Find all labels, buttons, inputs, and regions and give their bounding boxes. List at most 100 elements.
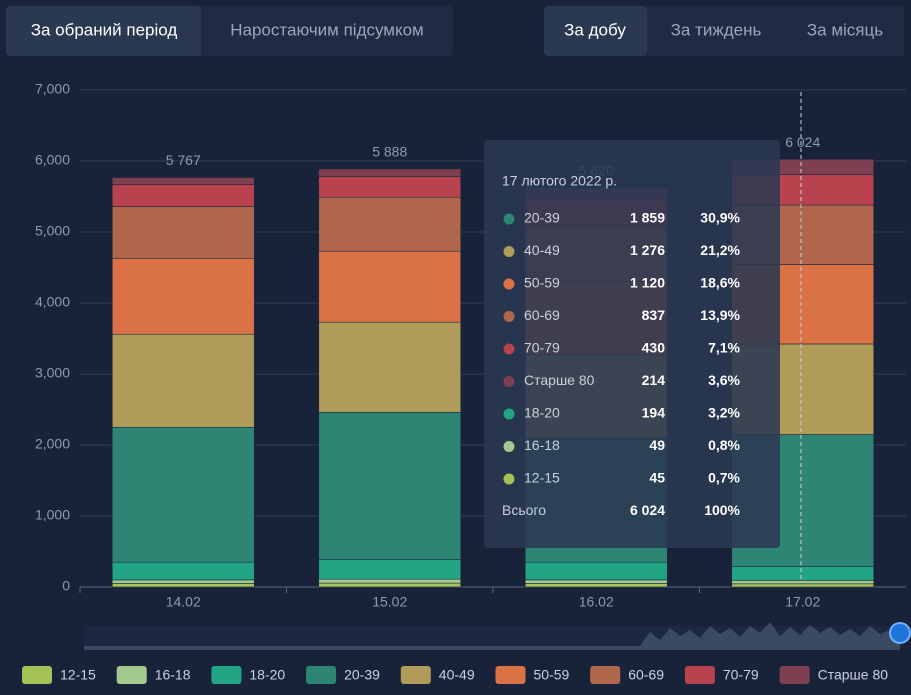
tooltip: 17 лютого 2022 р. 20-39 1 859 30,9% 40-49 1 2…	[484, 140, 780, 548]
y-tick-label: 0	[62, 578, 70, 594]
bar-segment	[318, 412, 462, 560]
tooltip-name: 16-18	[524, 437, 560, 453]
legend-swatch	[306, 666, 337, 684]
tooltip-value: 49	[649, 437, 665, 453]
tooltip-dot	[503, 278, 515, 290]
tooltip-name: 40-49	[524, 242, 560, 258]
legend-label: 70-79	[723, 667, 759, 683]
bar-segment	[318, 582, 462, 588]
bar-segment	[111, 333, 255, 428]
bar-segment	[111, 583, 255, 588]
bar-segment	[524, 583, 668, 588]
tooltip-name: 20-39	[524, 210, 560, 226]
tooltip-value: 1 120	[630, 275, 665, 291]
tab-active	[544, 6, 647, 56]
tooltip-share: 13,9%	[700, 307, 740, 323]
tooltip-name: 12-15	[524, 470, 560, 486]
tooltip-value: 194	[642, 405, 666, 421]
tooltip-value: 45	[649, 470, 665, 486]
tab-active	[6, 6, 201, 56]
legend-swatch	[116, 666, 147, 684]
legend-label: 18-20	[249, 667, 285, 683]
bar-segment	[731, 566, 875, 581]
bar-segment	[111, 177, 255, 185]
tab[interactable]: Наростаючим підсумком	[230, 20, 424, 39]
tooltip-dot	[503, 473, 515, 485]
bar-segment	[111, 426, 255, 563]
total-label: 5 767	[166, 152, 201, 168]
tooltip-dot	[503, 408, 515, 420]
tooltip-title: 17 лютого 2022 р.	[502, 173, 617, 189]
tab[interactable]: За тиждень	[671, 20, 762, 39]
legend-swatch	[590, 666, 621, 684]
bar-segment	[524, 579, 668, 584]
x-tick-label: 16.02	[579, 594, 614, 610]
tooltip-dot	[503, 213, 515, 225]
tooltip-total-name: Всього	[502, 502, 546, 518]
legend-label: 12-15	[60, 667, 96, 683]
bar-segment	[524, 561, 668, 581]
tooltip-share: 21,2%	[700, 242, 740, 258]
y-tick-label: 1,000	[35, 507, 70, 523]
bar-segment	[731, 580, 875, 585]
tooltip-name: 50-59	[524, 275, 560, 291]
bar-segment	[111, 579, 255, 584]
bar-segment	[318, 559, 462, 580]
tooltip-value: 1 276	[630, 242, 665, 258]
x-tick-label: 15.02	[372, 594, 407, 610]
tab[interactable]: За добу	[564, 20, 626, 39]
tooltip-share: 0,7%	[708, 470, 740, 486]
legend-label: 50-59	[534, 667, 570, 683]
bar-segment	[318, 176, 462, 198]
legend-swatch	[684, 666, 715, 684]
bar-segment	[111, 561, 255, 581]
tooltip-name: 60-69	[524, 307, 560, 323]
bar-segment	[731, 583, 875, 588]
bar-segment	[318, 250, 462, 323]
legend-swatch	[779, 666, 810, 684]
y-tick-label: 3,000	[35, 365, 70, 381]
bar-segment	[318, 321, 462, 413]
tab[interactable]: За обраний період	[31, 20, 178, 39]
tooltip-share: 3,2%	[708, 405, 740, 421]
tooltip-value: 430	[642, 340, 666, 356]
tooltip-value: 837	[642, 307, 666, 323]
tooltip-dot	[503, 311, 515, 322]
legend-swatch	[495, 666, 526, 684]
tooltip-total-value: 6 024	[630, 502, 665, 518]
tooltip-value: 214	[642, 372, 666, 388]
y-tick-label: 4,000	[35, 294, 70, 310]
tooltip-share: 3,6%	[708, 372, 740, 388]
tooltip-name: 70-79	[524, 340, 560, 356]
legend-label: 16-18	[155, 667, 191, 683]
navigator-handle[interactable]	[889, 622, 911, 644]
tooltip-dot	[503, 441, 515, 452]
tab[interactable]: За місяць	[807, 20, 883, 39]
bar-segment	[111, 184, 255, 207]
x-tick-label: 14.02	[166, 594, 201, 610]
y-tick-label: 2,000	[35, 436, 70, 452]
tooltip-share: 18,6%	[700, 275, 740, 291]
legend-swatch	[211, 666, 242, 684]
tooltip-dot	[503, 246, 515, 257]
bar-segment	[111, 206, 255, 259]
x-tick-label: 17.02	[785, 594, 820, 610]
tooltip-name: 18-20	[524, 405, 560, 421]
tooltip-dot	[503, 376, 515, 387]
legend: 12-15 16-18 18-20 20-39 40-49 50-59 60-69 70-79…	[22, 666, 888, 684]
tooltip-dot	[503, 343, 515, 355]
legend-swatch	[400, 666, 431, 684]
legend-label: 20-39	[344, 667, 380, 683]
y-tick-label: 6,000	[35, 152, 70, 168]
legend-swatch	[22, 666, 52, 684]
total-label: 5 888	[372, 144, 407, 160]
total-label: 6 024	[785, 134, 820, 150]
legend-label: 40-49	[439, 667, 475, 683]
y-tick-label: 7,000	[35, 81, 70, 97]
tooltip-share: 30,9%	[700, 210, 740, 226]
tooltip-value: 1 859	[630, 210, 665, 226]
tooltip-box	[484, 140, 780, 548]
bar-segment	[318, 168, 462, 177]
legend-label: 60-69	[628, 667, 664, 683]
